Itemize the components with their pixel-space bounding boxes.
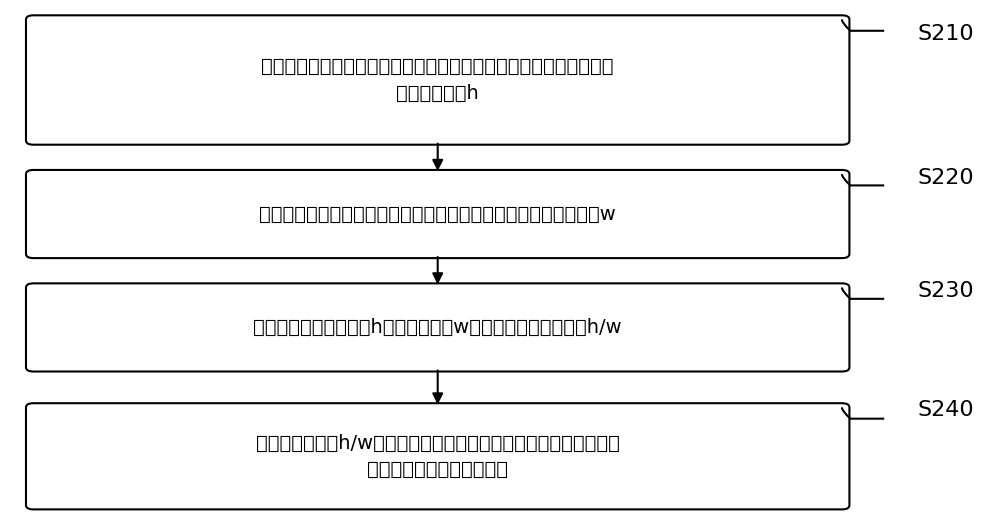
Text: S210: S210 (917, 24, 974, 44)
Text: S220: S220 (917, 168, 974, 188)
FancyBboxPatch shape (26, 403, 849, 509)
Text: S240: S240 (917, 400, 974, 420)
Text: S230: S230 (917, 281, 974, 301)
Text: 根据所述上下嘴唇距离h和左右眼间距w计算得到嘴巴张开程度h/w: 根据所述上下嘴唇距离h和左右眼间距w计算得到嘴巴张开程度h/w (253, 318, 622, 337)
Text: 计算人脸关键点中的上嘴唇关键点和下嘴唇关键点的竖直距离，得到
上下嘴唇距离h: 计算人脸关键点中的上嘴唇关键点和下嘴唇关键点的竖直距离，得到 上下嘴唇距离h (261, 57, 614, 103)
FancyBboxPatch shape (26, 284, 849, 371)
FancyBboxPatch shape (26, 170, 849, 258)
Text: 若嘴巴张开程度h/w达到设定的张嘴阈值，则人脸图像为张嘴图像，
否则人脸图像为非张嘴图像: 若嘴巴张开程度h/w达到设定的张嘴阈值，则人脸图像为张嘴图像， 否则人脸图像为非… (256, 433, 620, 479)
FancyBboxPatch shape (26, 15, 849, 145)
Text: 根据人脸关键点中的左眼关键点和右眼关键点计算得到左右眼间距w: 根据人脸关键点中的左眼关键点和右眼关键点计算得到左右眼间距w (259, 205, 616, 224)
